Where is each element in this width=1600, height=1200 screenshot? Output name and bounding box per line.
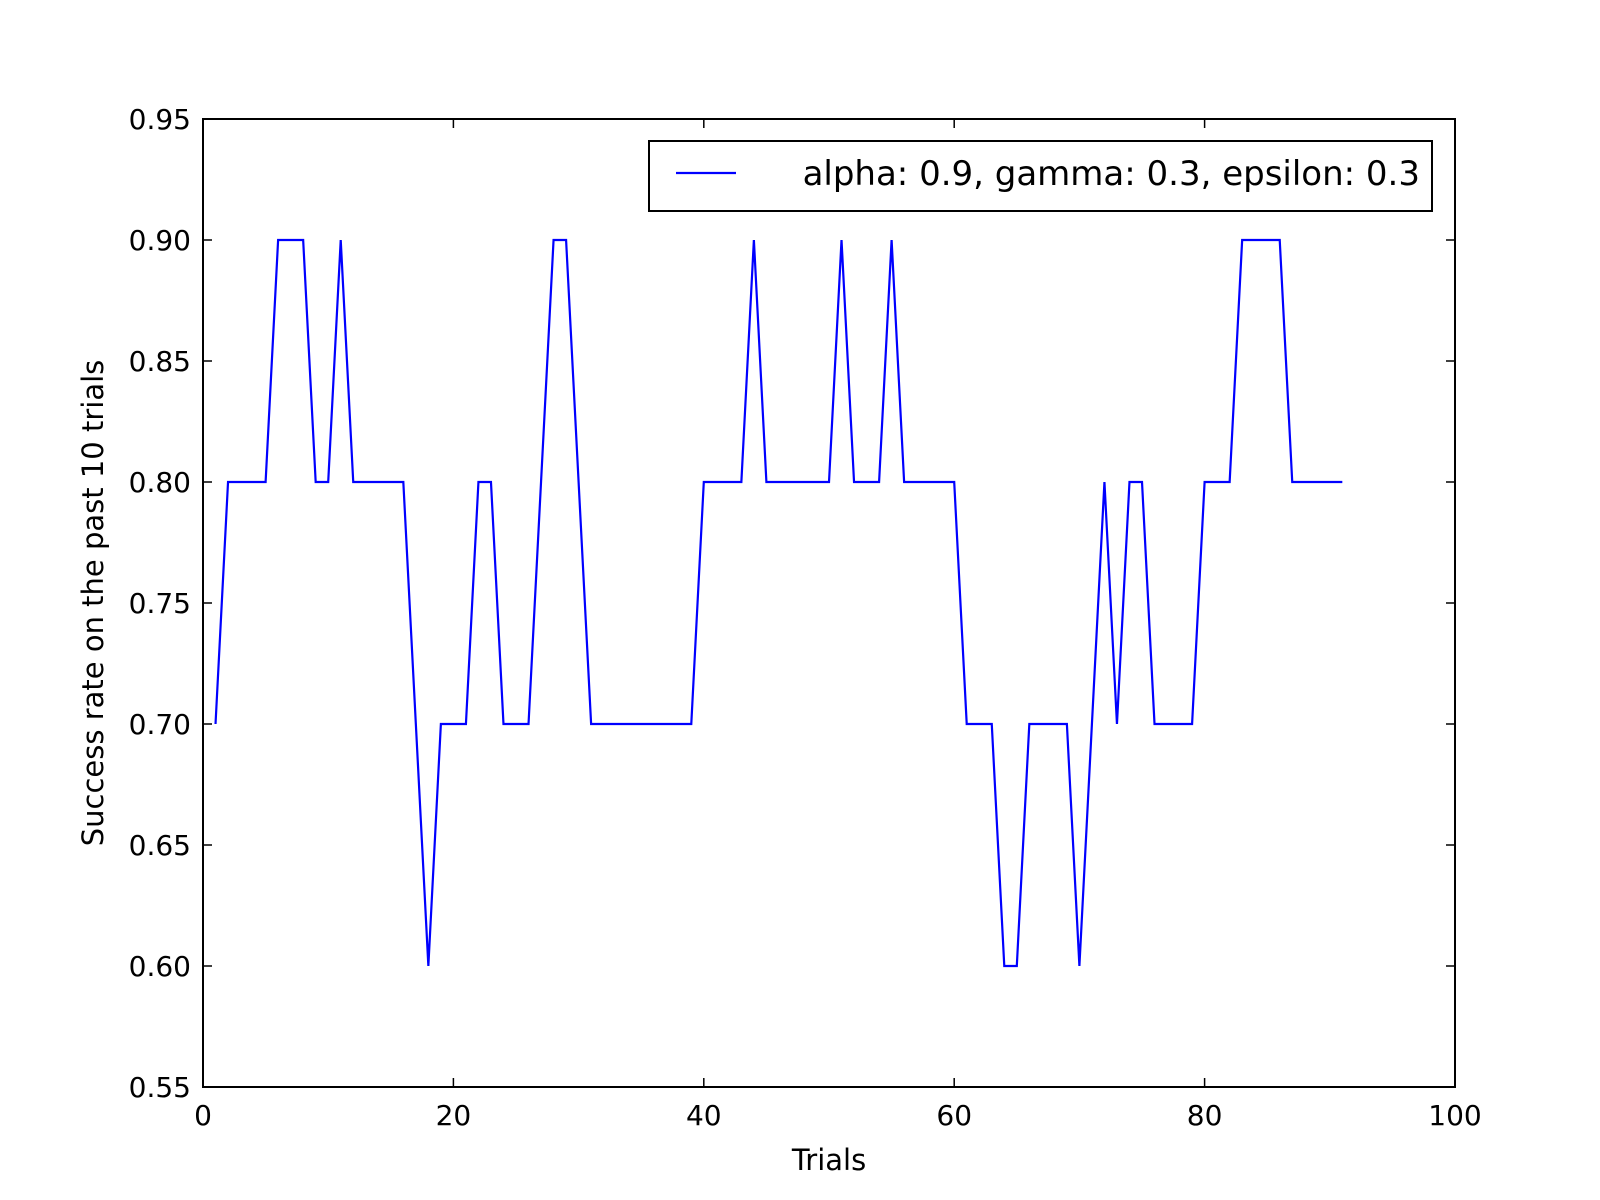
plot-frame <box>202 118 1456 1088</box>
y-tick-label: 0.95 <box>129 103 191 136</box>
y-tick-label: 0.75 <box>129 587 191 620</box>
y-axis-title: Success rate on the past 10 trials <box>76 360 110 847</box>
x-tick-label: 40 <box>686 1099 722 1132</box>
x-tick-labels: 0 20 40 60 80 100 <box>194 1099 1482 1132</box>
x-tick-label: 0 <box>194 1099 212 1132</box>
x-tick-label: 20 <box>436 1099 472 1132</box>
y-tick-label: 0.85 <box>129 345 191 378</box>
x-tick-label: 100 <box>1428 1099 1481 1132</box>
series-line-0 <box>214 238 1343 968</box>
y-tick-label: 0.65 <box>129 829 191 862</box>
y-tick-label: 0.55 <box>129 1071 191 1104</box>
legend: alpha: 0.9, gamma: 0.3, epsilon: 0.3 <box>648 140 1433 212</box>
legend-box <box>648 140 1433 212</box>
plot-area <box>203 119 1455 1087</box>
y-tick-label: 0.70 <box>129 708 191 741</box>
y-tick-label: 0.60 <box>129 950 191 983</box>
x-tick-label: 60 <box>936 1099 972 1132</box>
x-axis-title: Trials <box>791 1143 866 1177</box>
y-tick-label: 0.90 <box>129 224 191 257</box>
series-layer <box>214 238 1343 968</box>
x-tick-label: 80 <box>1187 1099 1223 1132</box>
legend-label: alpha: 0.9, gamma: 0.3, epsilon: 0.3 <box>803 154 1420 194</box>
y-tick-label: 0.80 <box>129 466 191 499</box>
y-tick-labels: 0.55 0.60 0.65 0.70 0.75 0.80 0.85 0.90 0.95 <box>129 103 191 1104</box>
